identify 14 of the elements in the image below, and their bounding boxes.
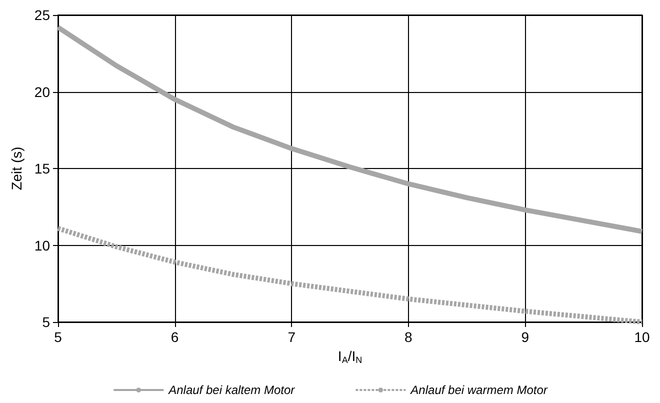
x-tick-label: 5 (54, 329, 62, 345)
x-tick-label: 10 (634, 329, 650, 345)
x-tick-label: 8 (404, 329, 412, 345)
x-tick-label: 6 (170, 329, 179, 345)
y-axis-title: Zeit (s) (8, 146, 25, 190)
y-tick-label: 25 (34, 7, 50, 23)
y-tick-label: 20 (34, 84, 50, 100)
x-tick-label: 9 (521, 329, 530, 345)
y-tick-label: 5 (42, 314, 50, 330)
legend-label: Anlauf bei warmem Motor (410, 383, 548, 397)
x-tick-label: 7 (288, 329, 296, 345)
y-tick-label: 15 (34, 160, 50, 176)
legend-label: Anlauf bei kaltem Motor (168, 383, 296, 397)
y-tick-label: 10 (34, 237, 50, 254)
